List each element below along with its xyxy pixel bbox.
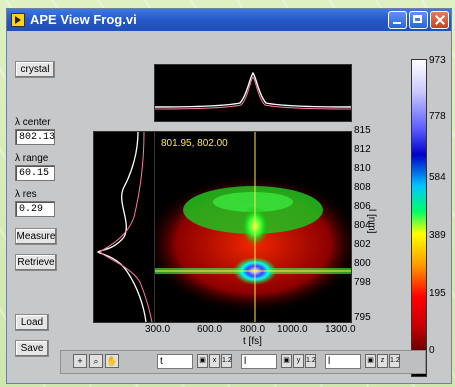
vi-window: APE View Frog.vi crystal λ center 802.13… [6,8,452,384]
measure-button[interactable]: Measure [15,228,57,245]
color-scale-tick: 973 [429,55,446,66]
z-axis-name-field[interactable]: l [325,354,361,369]
crystal-button[interactable]: crystal [15,61,55,78]
lambda-range-field[interactable]: 60.15 [15,165,55,181]
y-autoscale-lock-icon[interactable]: ▣ [281,354,292,368]
lambda-res-field[interactable]: 0.29 [15,201,55,217]
x-tick: 1300.0 [325,324,356,335]
zoom-tool-icon[interactable]: ⌕ [89,354,103,368]
spectral-marginal-trace [97,131,153,323]
x-format-button[interactable]: 1.2 [221,354,232,368]
y-axis-name-field[interactable]: l [241,354,277,369]
minimize-button[interactable] [388,11,407,29]
retrieve-button[interactable]: Retrieve [15,254,57,271]
y-tick: 800 [354,258,371,269]
window-title: APE View Frog.vi [30,12,137,27]
temporal-marginal-plot[interactable] [154,64,352,122]
save-button[interactable]: Save [15,340,49,357]
color-scale-tick: 389 [429,230,446,241]
frog-trace-image [143,132,363,322]
cursor-readout: 801.95, 802.00 [161,138,228,149]
x-axis-label: t [fs] [243,336,262,347]
z-autoscale-lock-icon[interactable]: ▣ [365,354,376,368]
x-tick: 1000.0 [277,324,308,335]
color-scale-tick: 195 [429,288,446,299]
color-scale-bar[interactable] [411,59,427,377]
temporal-marginal-trace [154,71,352,110]
load-button[interactable]: Load [15,314,49,331]
x-autoscale-icon[interactable]: x [209,354,220,368]
y-axis-label: l [nm] [366,209,377,234]
y-tick: 804 [354,220,371,231]
color-scale-tick: 0 [429,345,435,356]
lambda-center-label: λ center [15,117,51,128]
y-tick: 812 [354,144,371,155]
x-tick: 800.0 [240,324,266,335]
x-tick: 600.0 [197,324,223,335]
y-tick: 808 [354,182,371,193]
lambda-center-field[interactable]: 802.13 [15,129,55,145]
frog-trace-plot[interactable]: 801.95, 802.00 [143,131,363,323]
y-autoscale-icon[interactable]: y [293,354,304,368]
lambda-res-label: λ res [15,189,37,200]
y-tick: 806 [354,201,371,212]
front-panel: crystal λ center 802.13 λ range 60.15 λ … [7,31,451,383]
color-scale-tick: 778 [429,111,446,122]
x-axis-name-field[interactable]: t [157,354,193,369]
lambda-range-label: λ range [15,153,49,164]
z-autoscale-icon[interactable]: z [377,354,388,368]
color-scale-tick: 584 [429,172,446,183]
close-button[interactable] [430,11,449,29]
y-format-button[interactable]: 1.2 [305,354,316,368]
spectral-marginal-plot[interactable] [93,131,155,323]
y-tick: 798 [354,277,371,288]
x-autoscale-lock-icon[interactable]: ▣ [197,354,208,368]
y-tick: 810 [354,163,371,174]
pan-tool-icon[interactable]: ✋ [105,354,119,368]
graph-palette: + ⌕ ✋ t ▣ x 1.2 l ▣ y 1.2 l ▣ z 1.2 [60,350,426,374]
y-tick: 815 [354,125,371,136]
z-format-button[interactable]: 1.2 [389,354,400,368]
cursor-tool-icon[interactable]: + [73,354,87,368]
labview-app-icon [11,13,25,27]
maximize-button[interactable] [409,11,428,29]
x-tick: 300.0 [145,324,171,335]
y-tick: 802 [354,239,371,250]
y-tick: 795 [354,312,371,323]
title-bar[interactable]: APE View Frog.vi [7,9,451,31]
